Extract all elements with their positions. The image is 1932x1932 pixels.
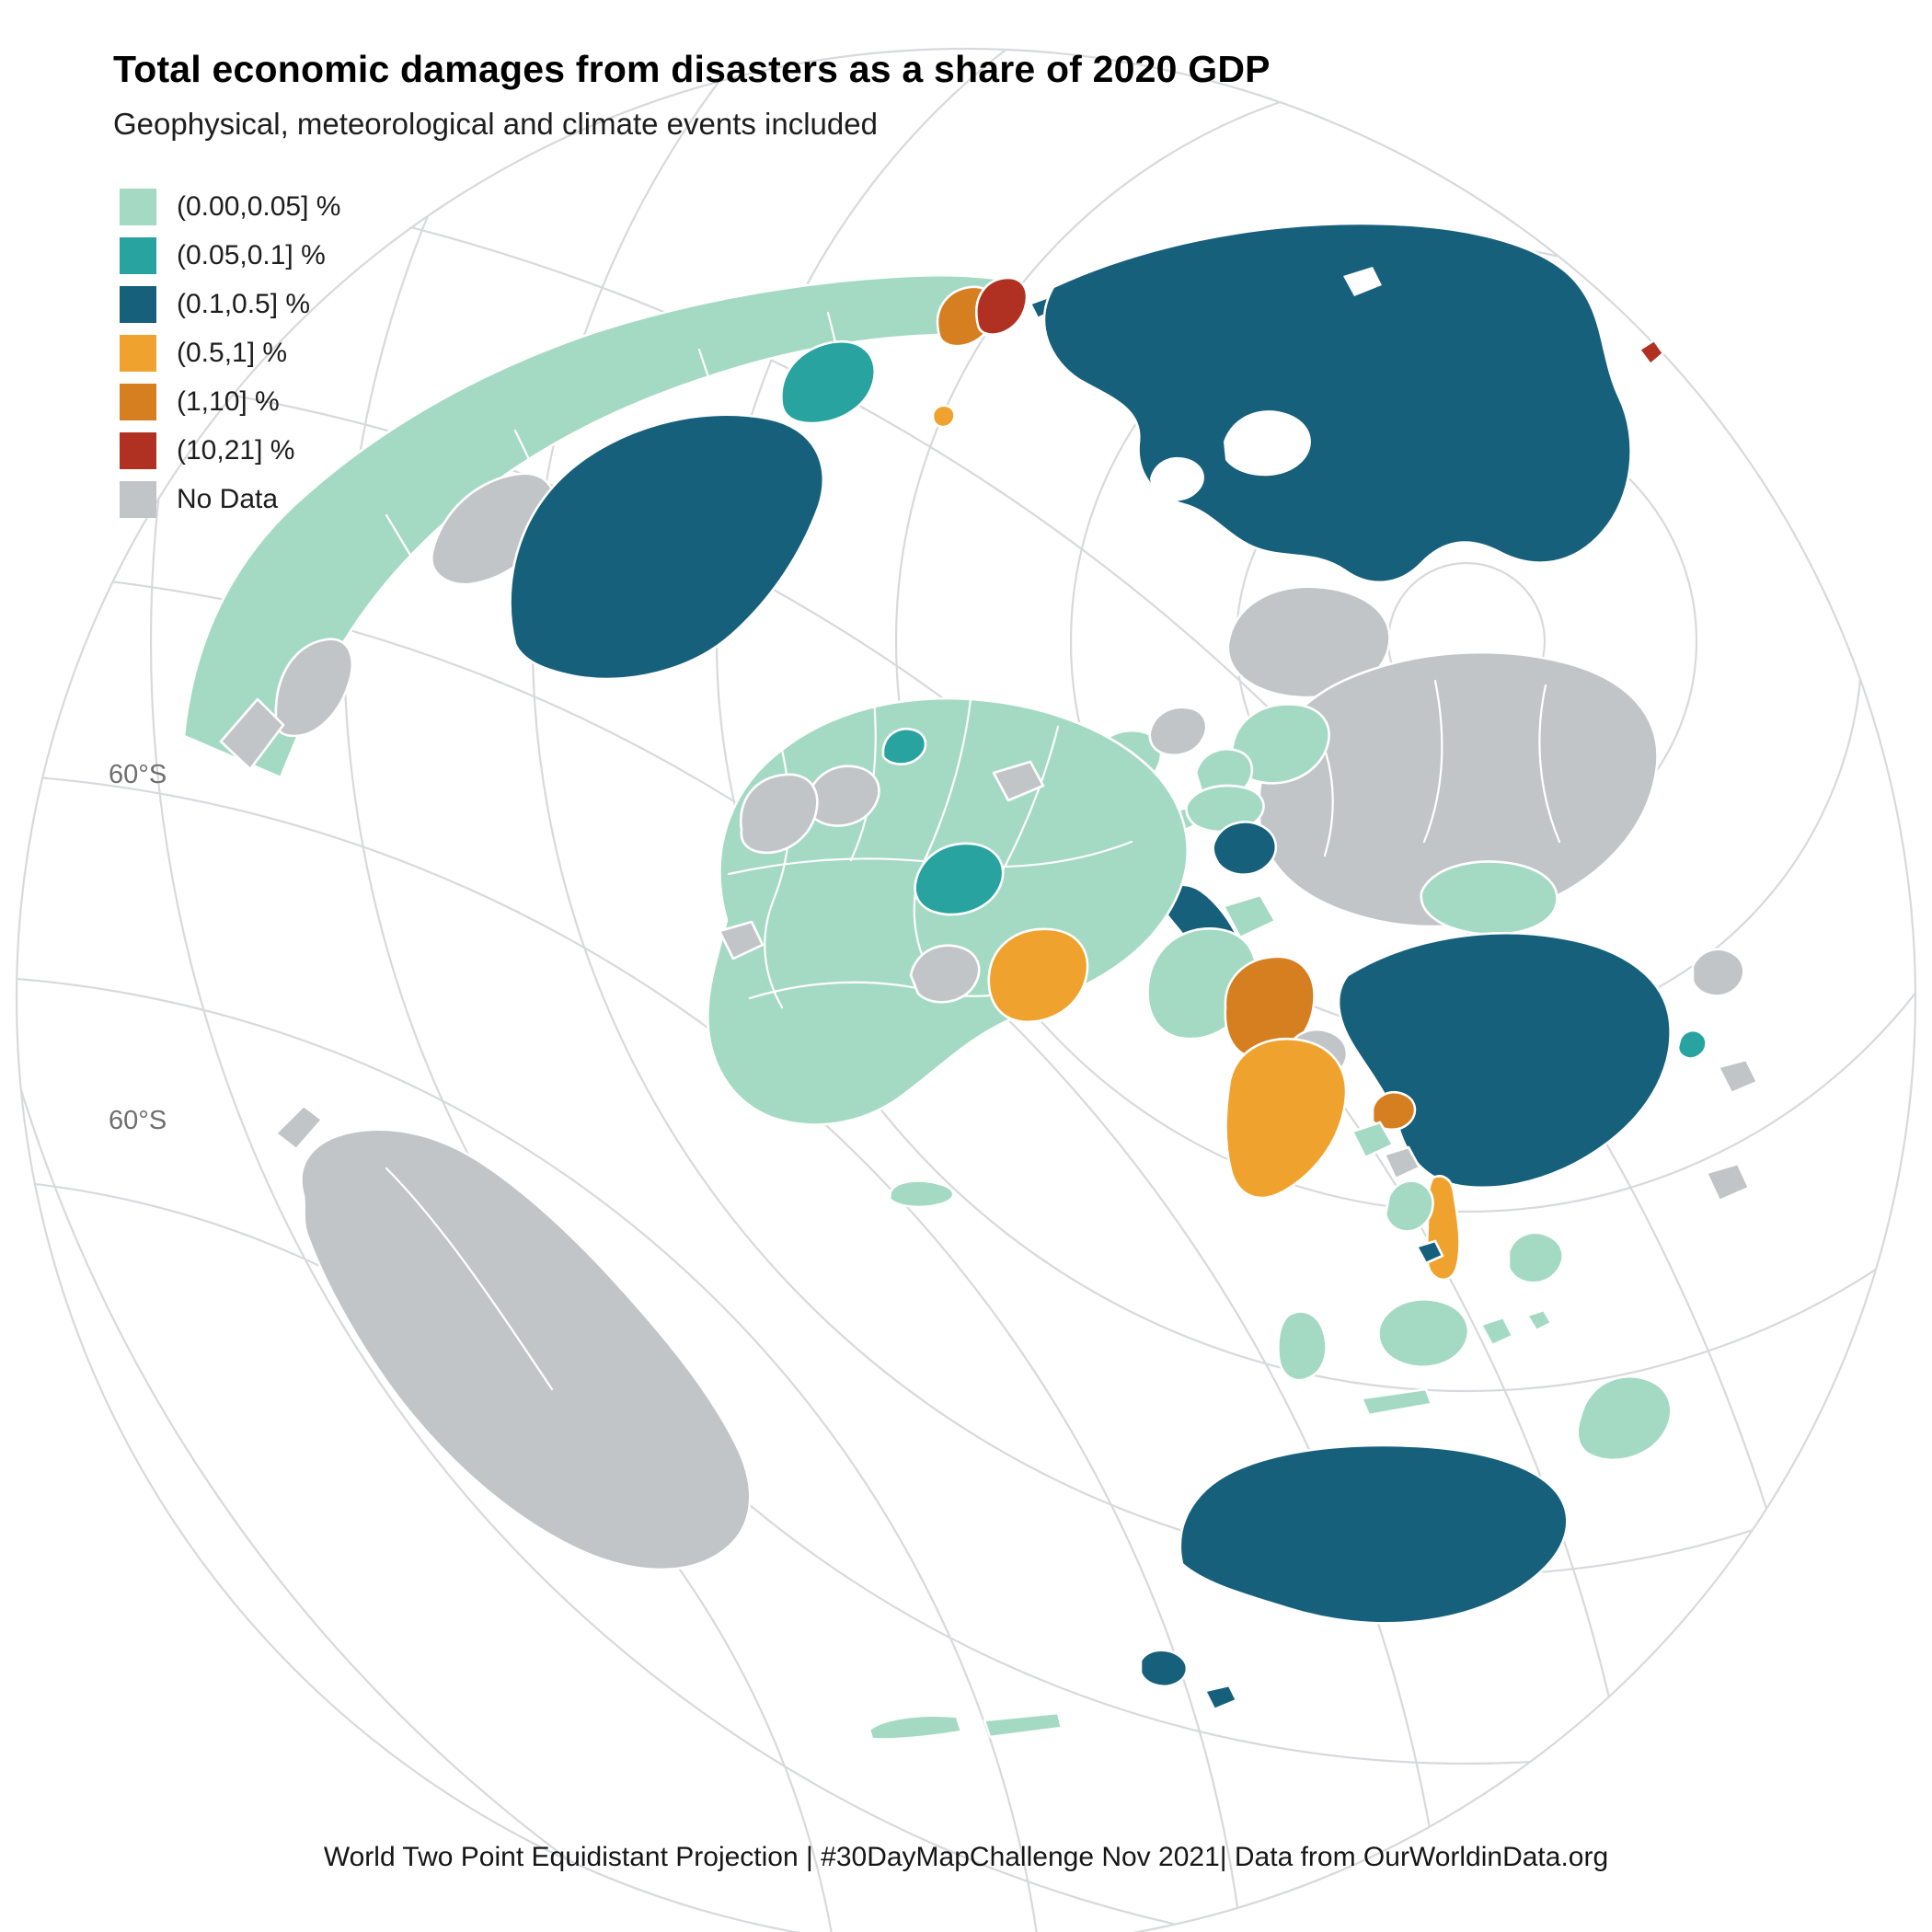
region-africa-teal — [914, 842, 1005, 916]
region-turkey — [1185, 784, 1265, 834]
region-nodata-below-russia — [1226, 585, 1391, 699]
region-madagascar — [888, 1179, 955, 1209]
region-new-zealand — [1203, 1684, 1238, 1711]
region-pacific-island-red — [1638, 339, 1665, 366]
page-title: Total economic damages from disasters as… — [113, 48, 1271, 90]
region-australia — [1179, 1443, 1569, 1625]
region-maluku — [1525, 1308, 1553, 1332]
graticule-label-60s-lower: 60°S — [109, 1106, 167, 1135]
region-taiwan — [1676, 1029, 1708, 1060]
region-india — [1225, 1037, 1348, 1200]
region-africa-nodata-5 — [739, 773, 819, 855]
legend-label: (0.1,0.5] % — [177, 289, 311, 319]
region-band-nodata-2 — [274, 638, 354, 738]
legend-label: (0.00,0.05] % — [177, 191, 341, 222]
landmasses — [182, 222, 1759, 1741]
legend-swatch-bin-6 — [120, 432, 156, 469]
region-russia — [1042, 222, 1632, 584]
region-africa-nodata-3 — [718, 920, 765, 960]
legend-label: No Data — [177, 484, 279, 514]
region-europe-2 — [1148, 706, 1208, 757]
region-africa-nodata-2 — [909, 944, 981, 1004]
legend: (0.00,0.05] % (0.05,0.1] % (0.1,0.5] % (… — [120, 189, 340, 518]
page-subtitle: Geophysical, meteorological and climate … — [113, 107, 878, 141]
region-east-nodata — [1705, 1162, 1751, 1202]
region-china — [1337, 931, 1672, 1189]
legend-label: (10,21] % — [177, 435, 295, 466]
region-usa — [509, 413, 825, 681]
legend-swatch-bin-1 — [120, 189, 156, 225]
region-tasmania — [1139, 1649, 1189, 1688]
region-south-sliver-1 — [868, 1714, 963, 1741]
region-mongolia — [1420, 860, 1558, 937]
region-band-nodata-3 — [219, 697, 285, 771]
sea-inlet-2 — [1224, 410, 1311, 477]
legend-row: (0.00,0.05] % — [120, 189, 340, 225]
region-south-sliver-2 — [983, 1711, 1064, 1739]
legend-swatch-bin-4 — [120, 335, 156, 372]
globe-boundary — [16, 48, 1916, 1932]
region-myanmar — [1351, 1121, 1395, 1159]
region-borneo — [1377, 1297, 1470, 1368]
sea-inlet-1 — [1150, 456, 1204, 501]
region-sumatra — [1277, 1310, 1328, 1382]
region-japan-1 — [1691, 948, 1745, 997]
region-south-america-tail — [274, 1104, 324, 1151]
graticule-label-60s-upper: 60°S — [109, 760, 167, 789]
region-levant — [1222, 893, 1277, 939]
legend-row: (0.1,0.5] % — [120, 286, 340, 323]
region-caribbean-amber — [931, 404, 956, 429]
legend-swatch-bin-3 — [120, 286, 156, 323]
region-alaska — [780, 339, 877, 425]
region-laos-darkteal — [1415, 1239, 1444, 1265]
region-sea-nodata — [1383, 1145, 1421, 1180]
legend-swatch-no-data — [120, 481, 156, 518]
region-thailand — [1384, 1179, 1434, 1233]
legend-swatch-bin-2 — [120, 237, 156, 274]
region-north-africa-teal — [881, 728, 927, 765]
region-japan-2 — [1717, 1058, 1759, 1095]
caption: World Two Point Equidistant Projection |… — [323, 1842, 1609, 1872]
legend-label: (1,10] % — [177, 386, 280, 417]
legend-row: (0.5,1] % — [120, 335, 340, 372]
region-new-guinea — [1576, 1374, 1673, 1462]
region-java — [1360, 1387, 1433, 1417]
legend-row: (10,21] % — [120, 432, 340, 469]
region-caucasus-darkteal — [1212, 821, 1278, 876]
region-philippines — [1507, 1231, 1564, 1284]
region-africa-amber — [987, 927, 1089, 1024]
legend-row: No Data — [120, 481, 340, 518]
region-central-asia-nodata — [1258, 650, 1659, 928]
legend-swatch-bin-5 — [120, 384, 156, 420]
region-central-america-red — [975, 276, 1029, 336]
legend-row: (0.05,0.1] % — [120, 237, 340, 274]
sea-inlet-3 — [1343, 267, 1382, 296]
legend-label: (0.5,1] % — [177, 338, 288, 368]
region-sulawesi — [1479, 1316, 1514, 1347]
legend-row: (1,10] % — [120, 384, 340, 420]
region-africa-nodata-4 — [992, 760, 1045, 802]
legend-label: (0.05,0.1] % — [177, 240, 326, 270]
region-vietnam — [1425, 1175, 1461, 1282]
